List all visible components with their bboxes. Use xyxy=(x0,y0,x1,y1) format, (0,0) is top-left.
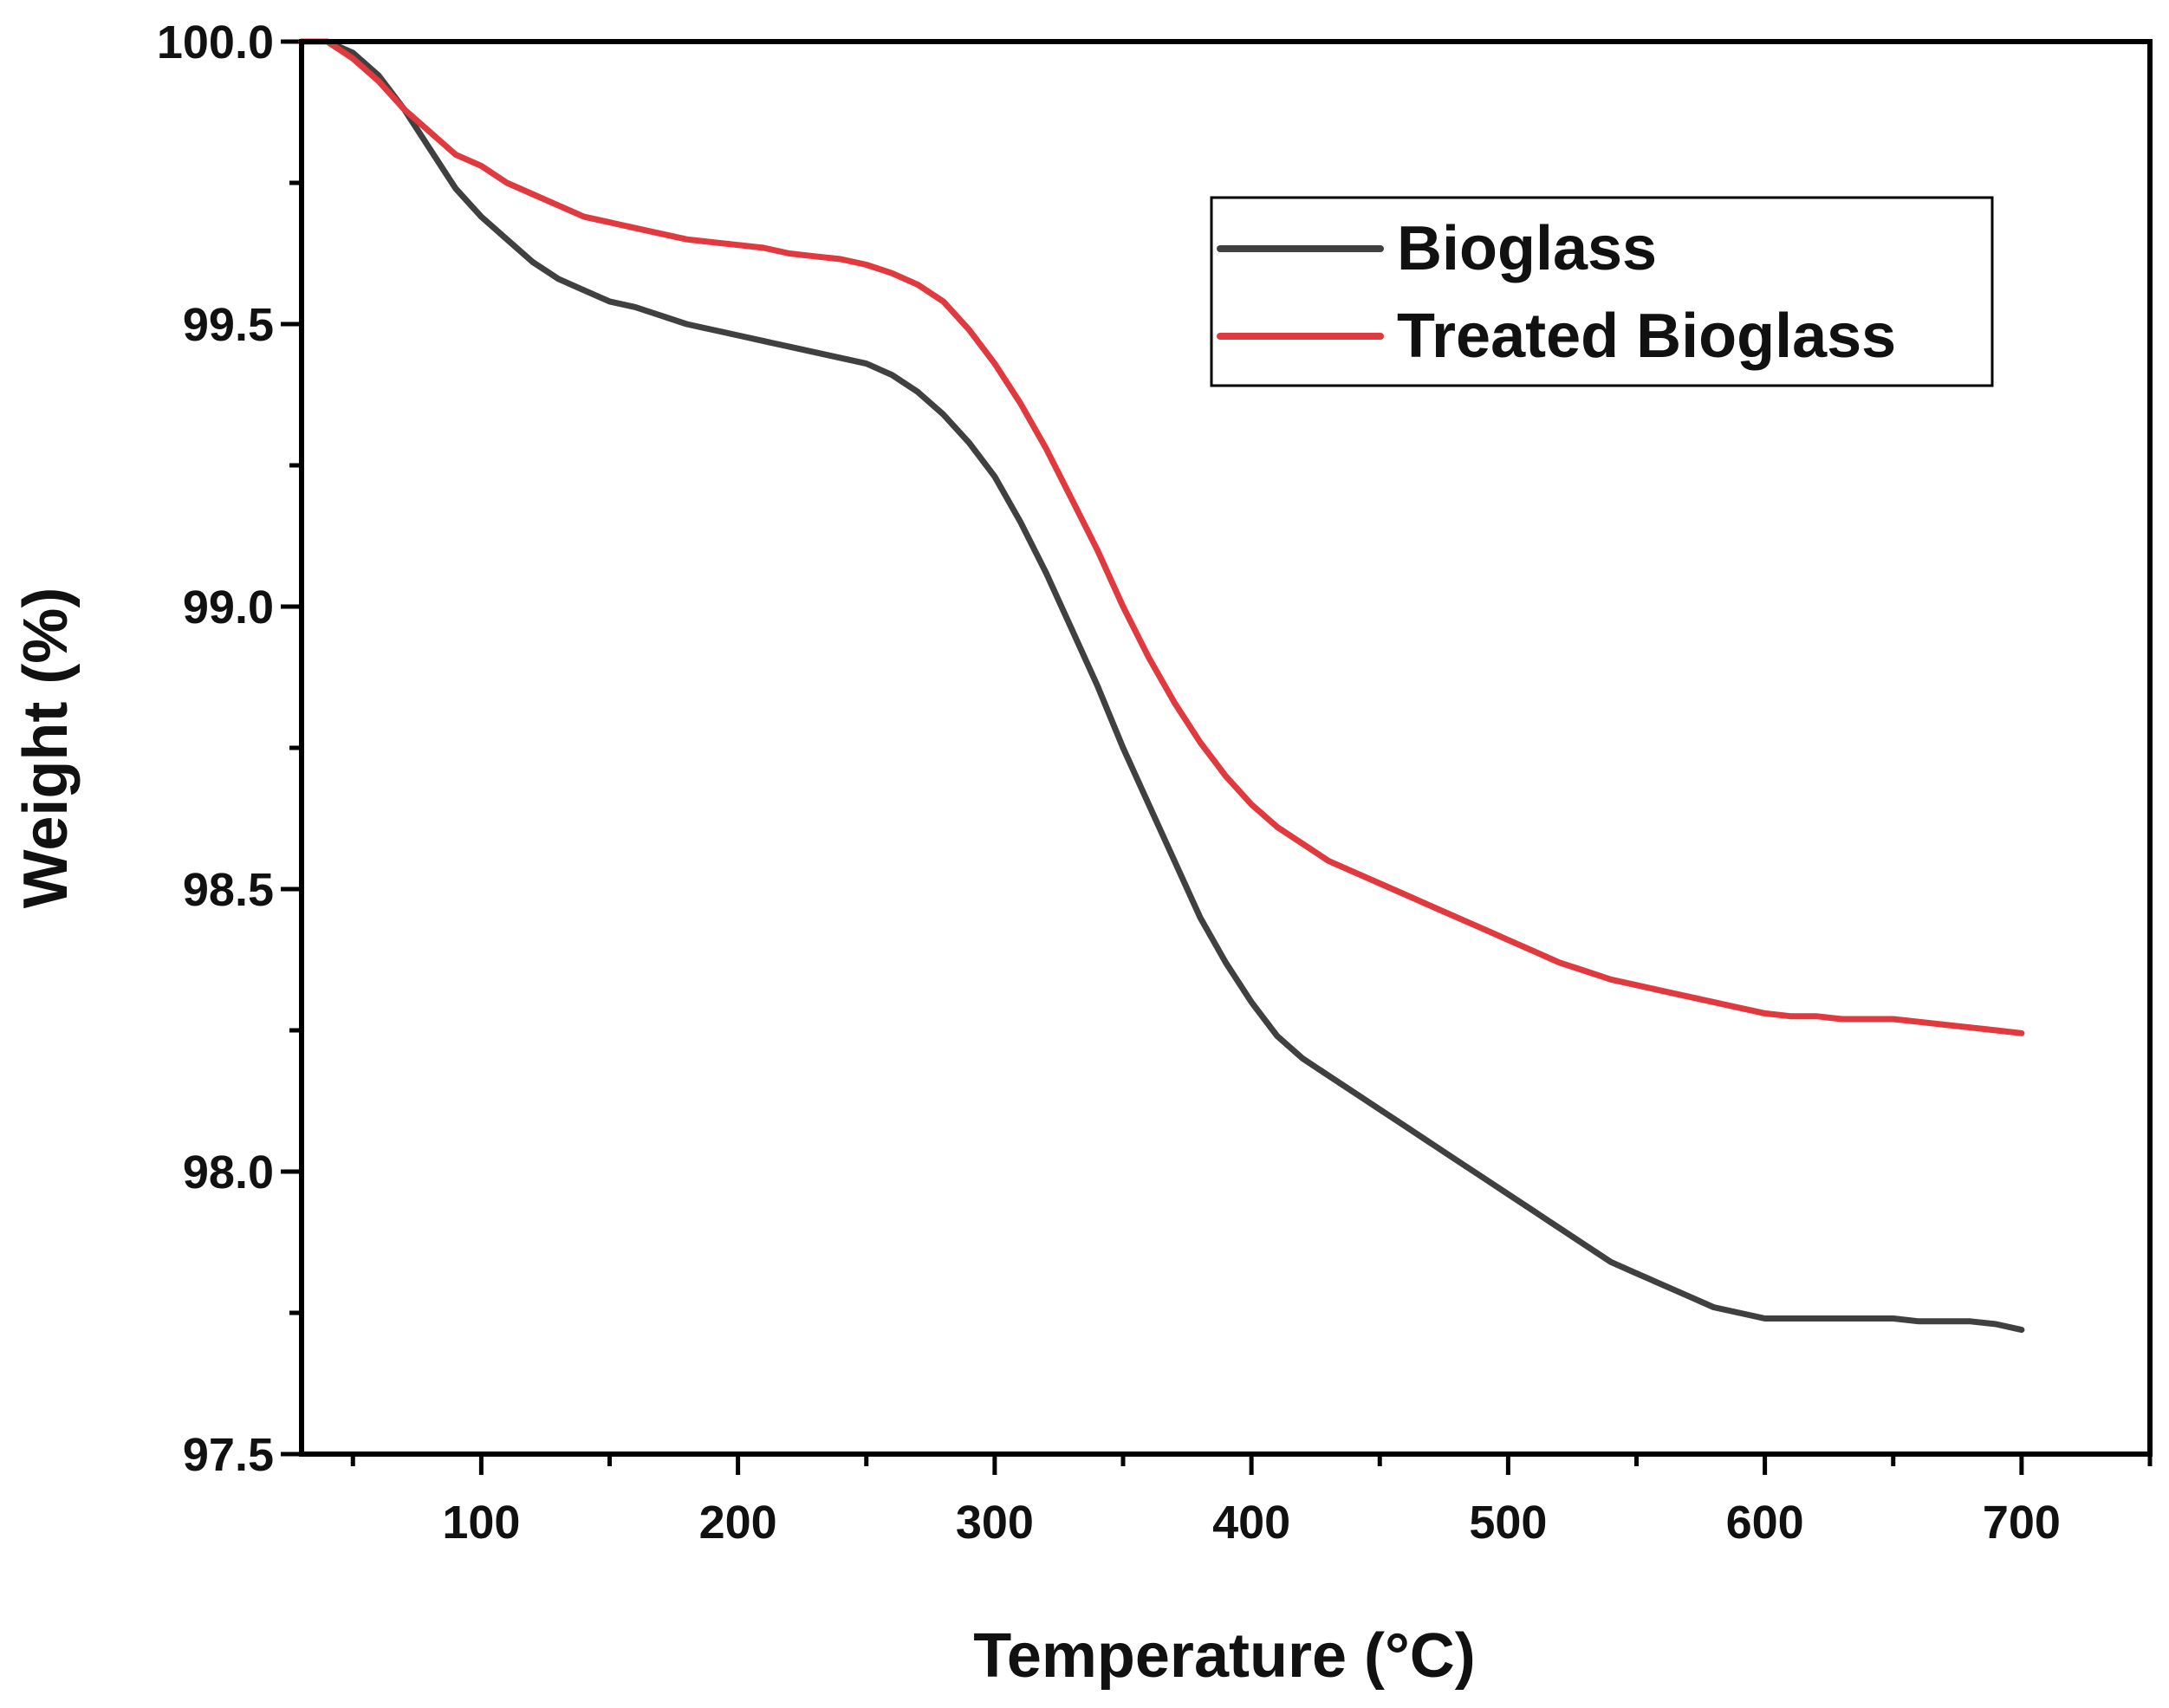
x-tick-label-500: 500 xyxy=(1469,1497,1547,1549)
x-tick-label-200: 200 xyxy=(699,1497,777,1549)
y-axis-title: Weight (%) xyxy=(11,588,81,909)
legend-label-bioglass: Bioglass xyxy=(1397,214,1657,283)
y-tick-label-98.0: 98.0 xyxy=(183,1146,274,1198)
x-tick-label-700: 700 xyxy=(1983,1497,2061,1549)
series-line-treated-bioglass xyxy=(298,38,2025,1036)
legend-box xyxy=(1210,196,1994,387)
x-axis-title-unit: (°C) xyxy=(1364,1621,1476,1691)
plot-area-frame xyxy=(299,39,2153,1457)
series-line-bioglass xyxy=(298,38,2025,1334)
y-tick-label-100.0: 100.0 xyxy=(157,16,274,68)
y-tick-label-99.0: 99.0 xyxy=(183,581,274,633)
x-tick-label-400: 400 xyxy=(1212,1497,1290,1549)
x-axis-title-text: Temperature xyxy=(973,1621,1347,1691)
x-tick-label-100: 100 xyxy=(442,1497,520,1549)
x-tick-label-300: 300 xyxy=(956,1497,1034,1549)
x-axis-title: Temperature (°C) xyxy=(973,1621,1476,1691)
x-tick-label-600: 600 xyxy=(1726,1497,1804,1549)
y-tick-label-97.5: 97.5 xyxy=(183,1429,274,1481)
y-tick-label-99.5: 99.5 xyxy=(183,299,274,351)
legend: Bioglass Treated Bioglass xyxy=(1210,196,1994,387)
series-lines xyxy=(298,38,2025,1334)
y-tick-label-98.5: 98.5 xyxy=(183,864,274,916)
legend-label-treated-bioglass: Treated Bioglass xyxy=(1397,302,1896,371)
tick-labels: 100 200 300 400 500 600 700 97.5 98.0 98.5 99.0 99.… xyxy=(157,16,2061,1549)
